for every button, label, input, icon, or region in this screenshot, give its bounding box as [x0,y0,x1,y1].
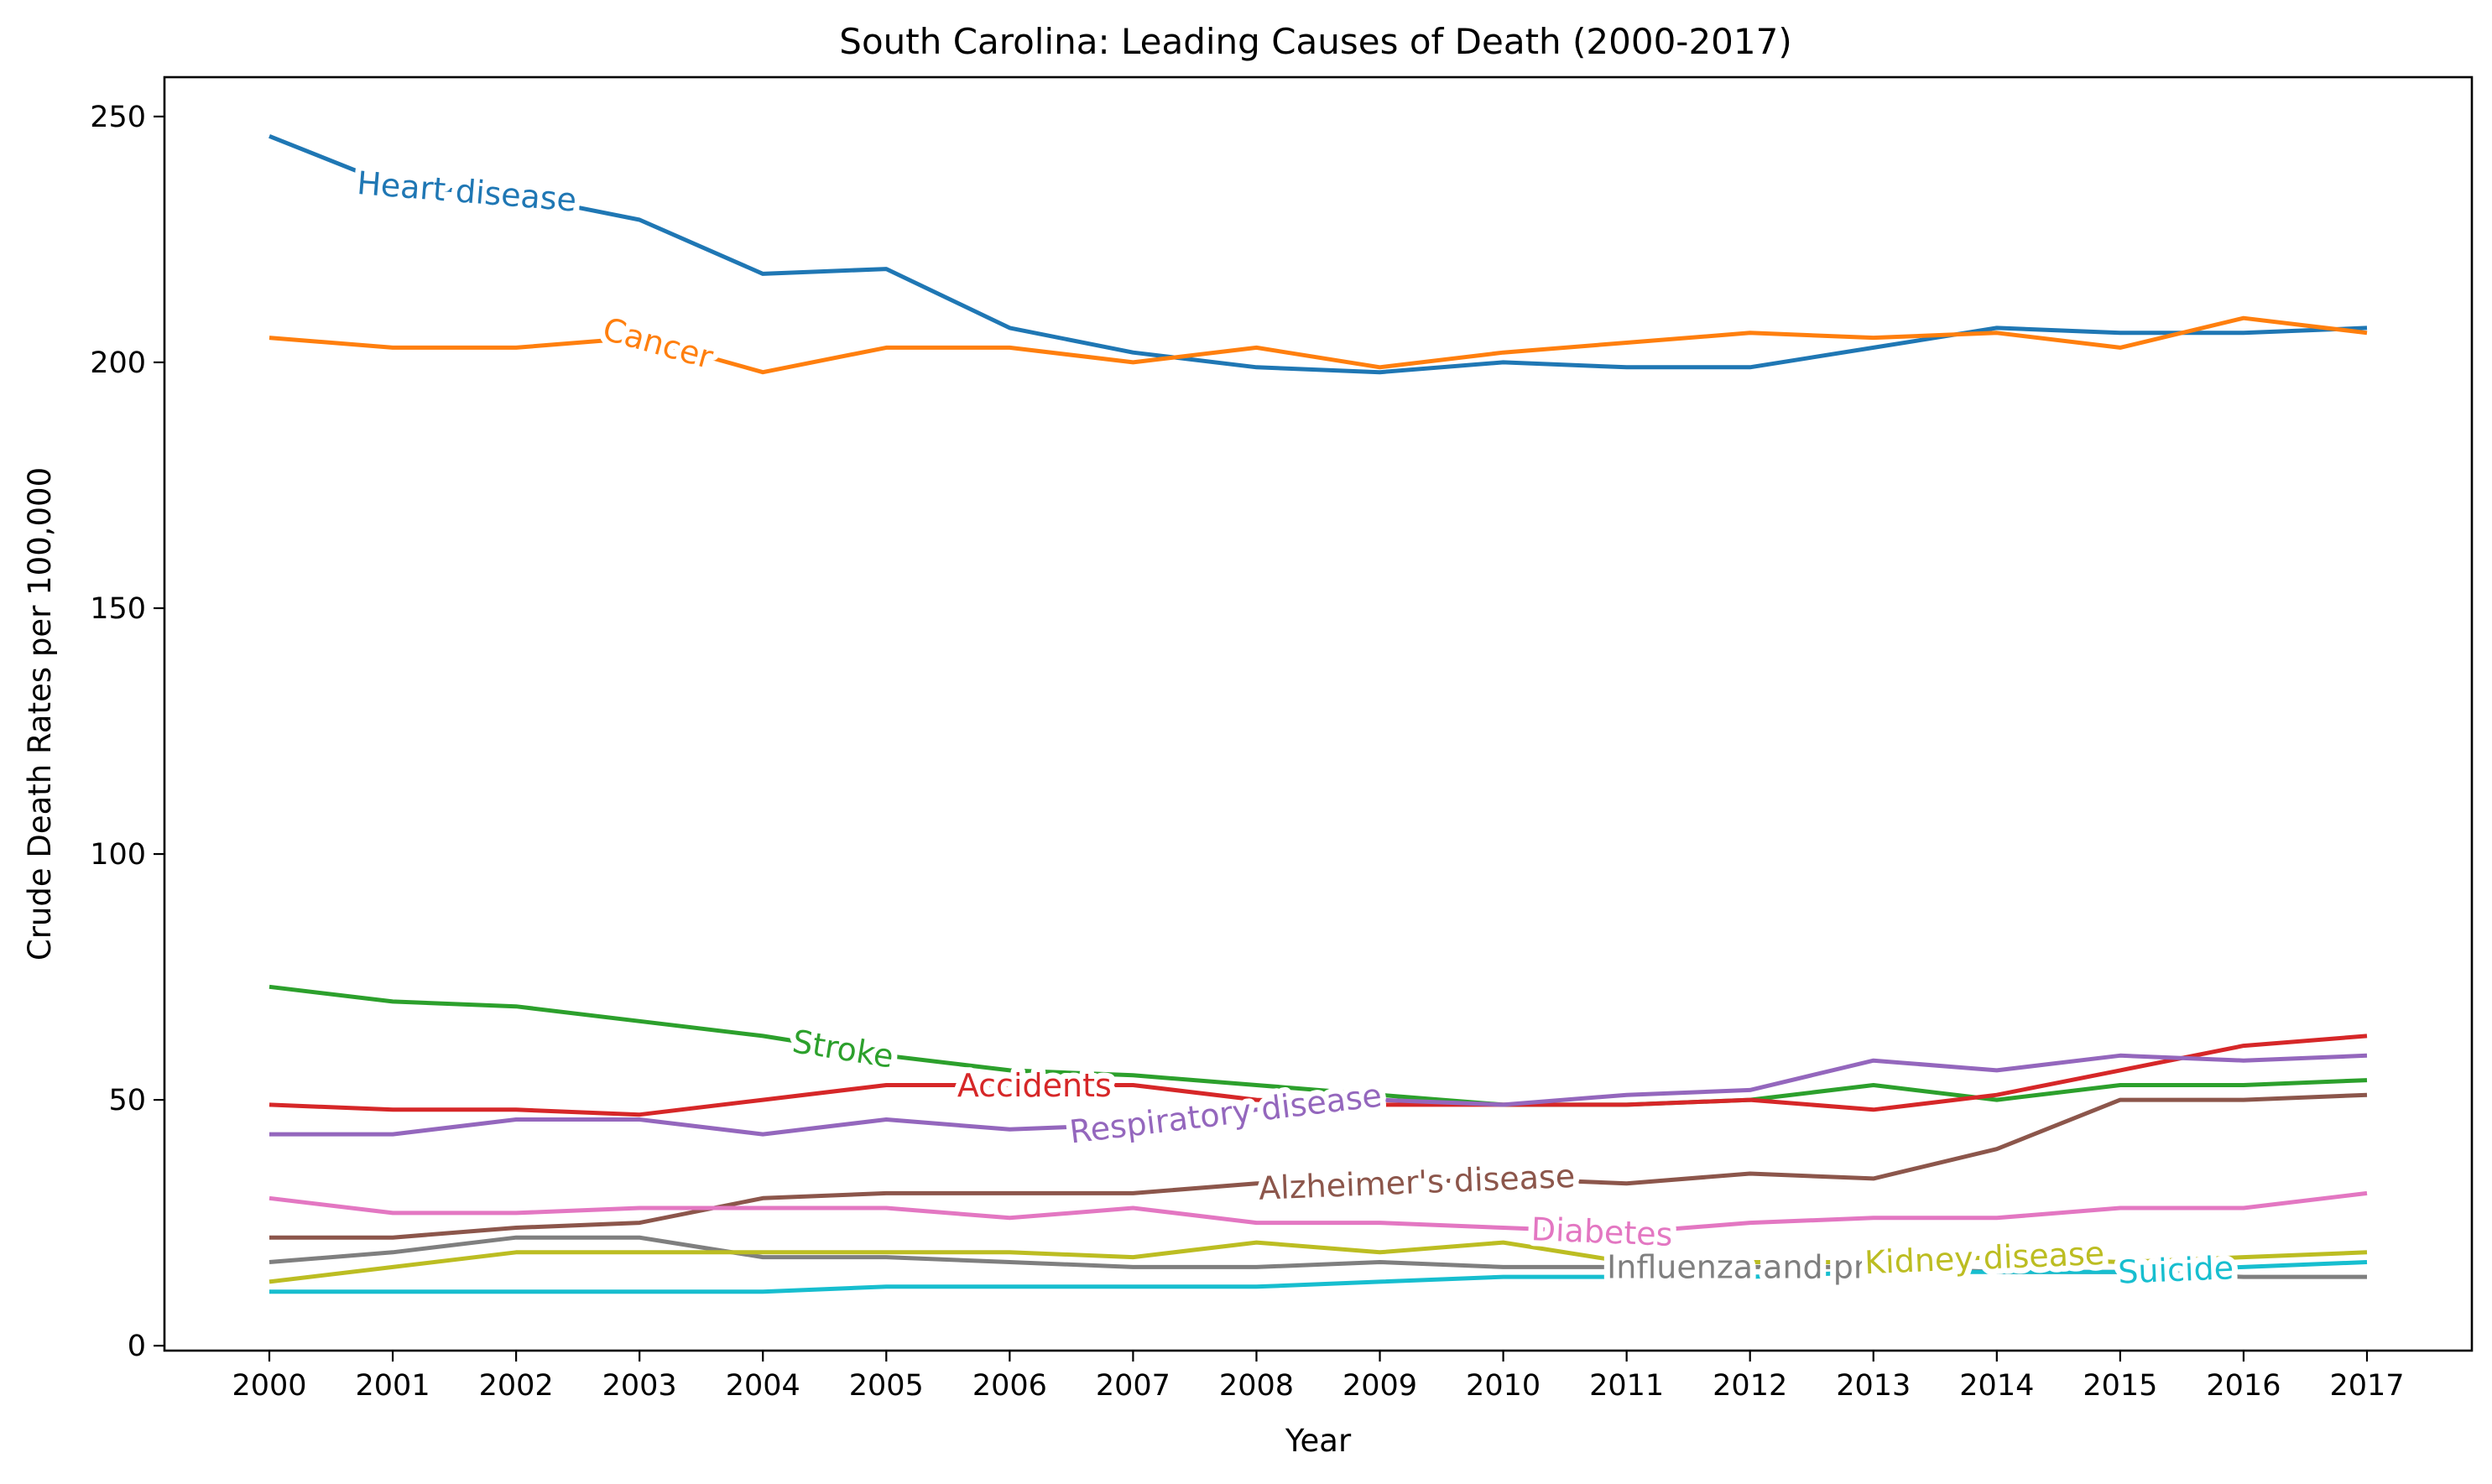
series-label-diabetes: Diabetes [1530,1211,1673,1253]
x-axis: 2000 2001 2002 2003 2004 2005 2006 2007 2008 2009… [232,1351,2405,1403]
plot-frame [163,76,2474,1352]
series-label-heart-disease: Heart disease [356,164,578,219]
series-label-influenza-and-pneumonia: Influenza and pne [1607,1249,1893,1286]
chart-title: South Carolina: Leading Causes of Death … [839,21,1791,62]
x-tick-label: 2001 [356,1369,430,1403]
series-label-alzheimer-s-disease: Alzheimer's disease [1258,1158,1576,1207]
x-tick-label: 2016 [2206,1369,2281,1403]
series-line-diabetes [268,1190,2368,1235]
series-line-heart-disease [268,133,2368,375]
series-line-kidney-disease [268,1240,2368,1284]
y-tick-label: 150 [90,592,146,626]
x-tick-label: 2012 [1713,1369,1787,1403]
x-axis-label: Year [1285,1423,1352,1459]
x-tick-label: 2014 [1959,1369,2034,1403]
x-tick-label: 2002 [479,1369,554,1403]
series-label-accidents: Accidents [957,1067,1112,1104]
x-tick-label: 2004 [726,1369,800,1403]
x-tick-label: 2010 [1466,1369,1541,1403]
x-tick-label: 2015 [2083,1369,2157,1403]
y-tick-label: 200 [90,346,146,380]
y-tick-label: 0 [128,1330,146,1363]
series-lines [268,133,2368,1294]
y-axis-label: Crude Death Rates per 100,000 [22,467,58,961]
x-tick-label: 2013 [1836,1369,1911,1403]
series-label-respiratory-disease: Respiratory disease [1067,1076,1384,1150]
y-axis: 0 50 100 150 200 250 [90,101,164,1363]
series-line-suicide [269,1260,2368,1294]
x-tick-label: 2007 [1096,1369,1170,1403]
x-tick-label: 2006 [972,1369,1047,1403]
series-line-stroke [268,984,2368,1107]
series-line-accidents [268,1034,2368,1117]
x-tick-label: 2005 [849,1369,924,1403]
series-label-stroke: Stroke [790,1023,896,1075]
x-tick-label: 2011 [1589,1369,1664,1403]
y-tick-label: 250 [90,101,146,134]
x-tick-label: 2008 [1219,1369,1294,1403]
y-tick-label: 100 [90,838,146,872]
series-label-suicide: Suicide [2117,1249,2234,1290]
series-line-respiratory-disease [269,1053,2368,1137]
series-label-cancer: Cancer [599,310,717,376]
x-tick-label: 2003 [602,1369,677,1403]
x-tick-label: 2000 [232,1369,306,1403]
x-tick-label: 2009 [1342,1369,1417,1403]
y-tick-label: 50 [108,1084,146,1117]
x-tick-label: 2017 [2329,1369,2404,1403]
series-label-kidney-disease: Kidney disease [1864,1235,2104,1281]
series-line-cancer [268,315,2368,375]
series-line-alzheimer-s-disease [269,1092,2368,1240]
